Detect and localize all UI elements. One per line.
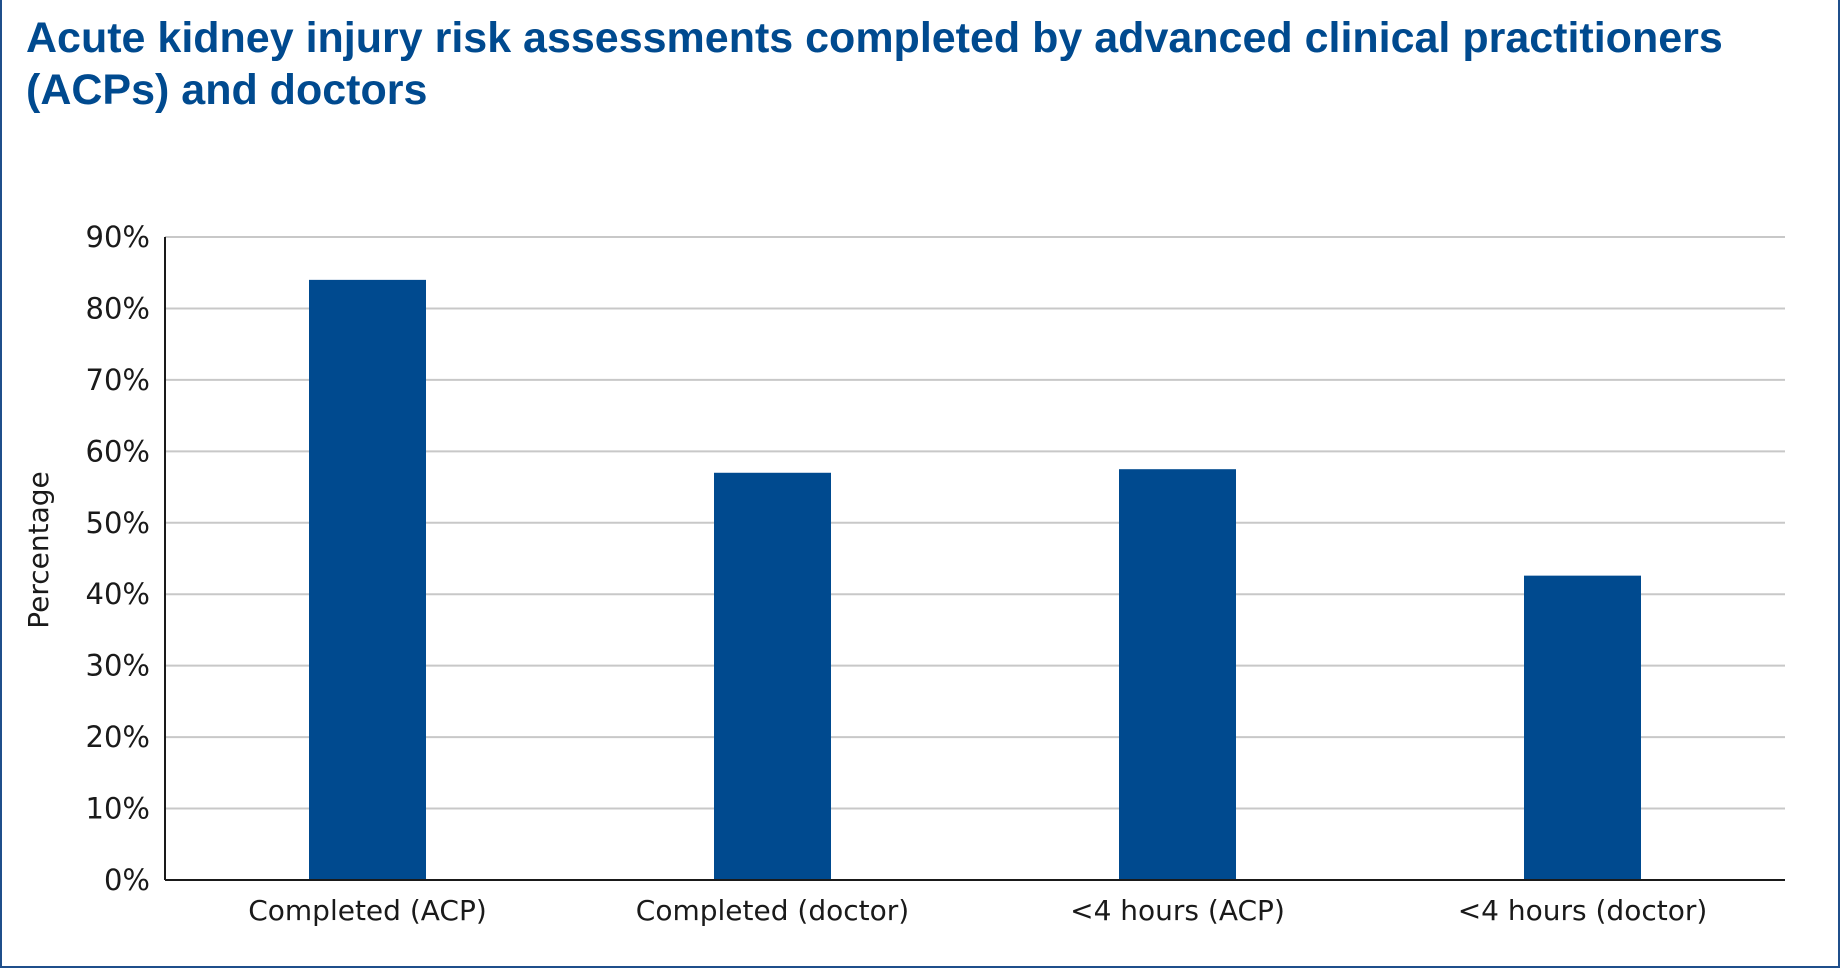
- y-tick-label: 0%: [104, 863, 150, 897]
- y-tick-label: 20%: [86, 720, 150, 754]
- y-axis-label: Percentage: [22, 471, 55, 629]
- y-tick-label: 80%: [86, 291, 150, 325]
- y-axis-ticks: 0% 10% 20% 30% 40% 50% 60% 70% 80% 90%: [86, 220, 150, 897]
- x-tick-label: <4 hours (ACP): [1070, 894, 1285, 927]
- y-tick-label: 50%: [86, 506, 150, 540]
- bar: [1524, 575, 1641, 880]
- y-tick-label: 10%: [86, 792, 150, 826]
- x-tick-label: <4 hours (doctor): [1458, 894, 1708, 927]
- bar: [714, 472, 831, 880]
- chart-title: Acute kidney injury risk assessments com…: [26, 14, 1723, 114]
- y-tick-label: 40%: [86, 577, 150, 611]
- bar: [309, 279, 426, 880]
- y-tick-label: 30%: [86, 649, 150, 683]
- x-axis-labels: Completed (ACP) Completed (doctor) <4 hour…: [248, 894, 1707, 927]
- gridlines: [165, 236, 1785, 810]
- bars: [309, 279, 1641, 880]
- x-tick-label: Completed (ACP): [248, 894, 487, 927]
- y-tick-label: 60%: [86, 434, 150, 468]
- y-tick-label: 70%: [86, 363, 150, 397]
- bar: [1119, 469, 1236, 880]
- y-tick-label: 90%: [86, 220, 150, 254]
- x-tick-label: Completed (doctor): [636, 894, 909, 927]
